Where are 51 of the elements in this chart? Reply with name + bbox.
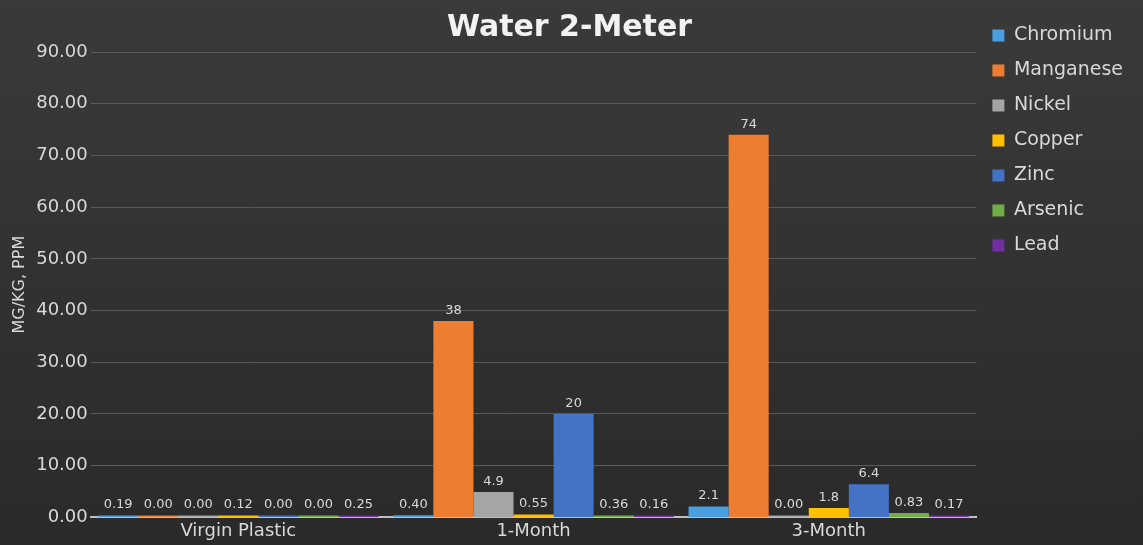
bar [728,134,769,517]
y-tick-label: 0.00 [47,505,88,527]
y-tick-label: 20.00 [36,401,88,423]
bar [473,492,514,517]
data-label: 0.19 [103,496,133,512]
bar [848,484,889,517]
legend-label: Arsenic [1013,197,1085,220]
bar [433,320,474,517]
x-tick-label: 3-Month [791,518,866,540]
data-label: 0.55 [519,495,549,511]
data-label: 0.36 [599,496,629,512]
legend-label: Manganese [1013,57,1124,80]
data-label: 0.00 [263,496,293,512]
y-tick-label: 30.00 [36,349,88,371]
data-label: 0.00 [774,496,804,512]
data-label: 38 [445,301,462,317]
y-tick-label: 40.00 [36,298,88,320]
x-tick-label: Virgin Plastic [180,518,297,540]
legend-label: Nickel [1013,92,1072,115]
y-tick-label: 10.00 [36,453,88,475]
data-label: 0.83 [894,493,924,509]
legend-label: Copper [1013,127,1083,150]
data-label: 0.16 [639,496,669,512]
data-label: 6.4 [858,465,880,481]
x-tick-label: 1-Month [496,518,571,540]
legend-label: Chromium [1013,22,1113,45]
data-label: 0.00 [304,496,333,512]
bar [888,513,929,517]
y-axis-title: MG/KG, PPM [8,235,28,334]
legend-label: Zinc [1013,162,1055,185]
data-label: 2.1 [698,487,719,503]
data-label: 0.25 [344,496,374,512]
data-label: 1.8 [818,488,840,504]
data-label: 4.9 [483,472,504,488]
bar [553,413,594,517]
y-tick-label: 60.00 [36,194,88,216]
legend-label: Lead [1013,232,1060,255]
data-label: 20 [565,394,582,410]
y-tick-label: 90.00 [36,39,88,61]
y-tick-label: 70.00 [36,143,88,165]
data-label: 74 [740,115,757,131]
data-label: 0.17 [934,496,964,512]
data-label: 0.00 [183,496,213,512]
data-label: 0.00 [143,496,173,512]
data-label: 0.40 [398,496,428,512]
data-label: 0.12 [223,496,253,512]
chart-title: Water 2-Meter [446,7,693,43]
y-tick-label: 80.00 [36,91,88,113]
y-tick-label: 50.00 [36,246,88,268]
bar [688,506,729,517]
bar [808,508,849,517]
